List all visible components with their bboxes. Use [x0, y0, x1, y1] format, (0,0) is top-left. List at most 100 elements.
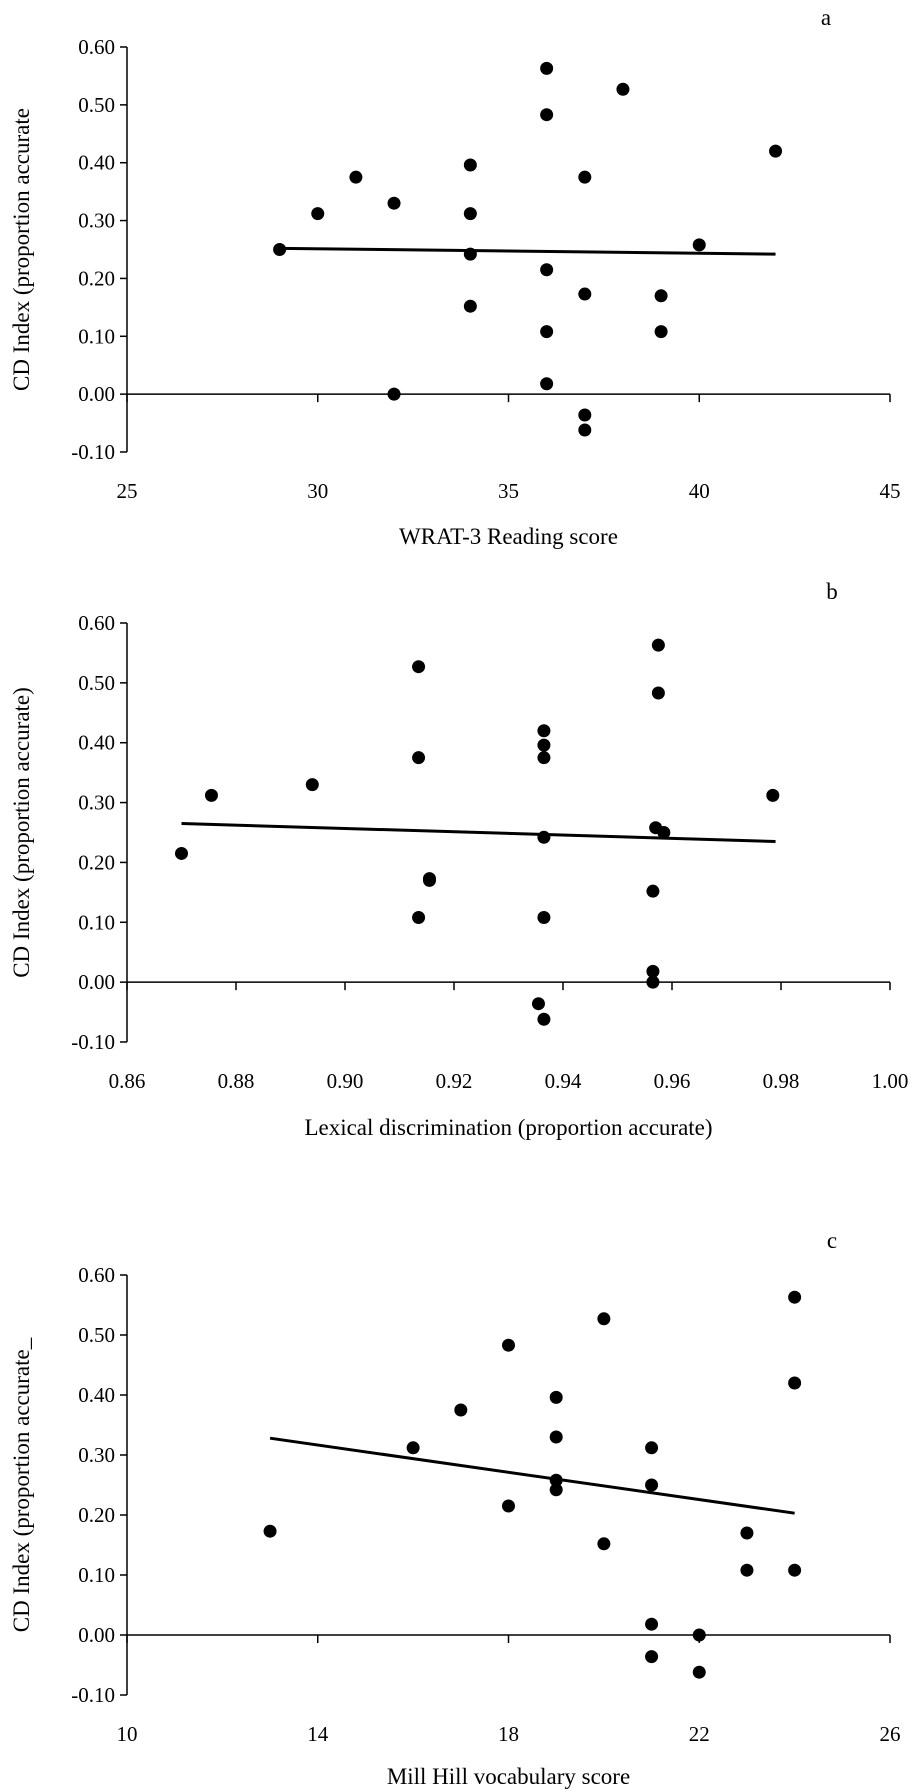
data-point — [788, 1376, 802, 1390]
x-tick-label: 14 — [307, 1722, 329, 1746]
data-point — [578, 423, 592, 437]
data-point — [788, 1290, 802, 1304]
data-point — [788, 1563, 802, 1577]
data-point — [654, 325, 668, 339]
y-tick-label: 0.30 — [78, 209, 115, 233]
y-tick-label: 0.50 — [78, 1323, 115, 1347]
y-tick-label: 0.50 — [78, 93, 115, 117]
data-point — [657, 826, 671, 839]
data-point — [422, 873, 436, 887]
trend-line — [269, 1436, 795, 1515]
chart-panel-a: -0.10 0.00 0.10 0.20 0.30 0.40 0.50 0.60 25 30 35 4… — [9, 5, 901, 549]
data-point — [654, 289, 668, 303]
data-point — [463, 299, 477, 313]
x-tick-label: 0.96 — [654, 1069, 691, 1093]
data-point — [616, 82, 630, 96]
x-tick-label: 0.90 — [327, 1069, 364, 1093]
data-point — [387, 196, 401, 210]
data-point — [645, 1650, 659, 1664]
data-point — [597, 1537, 611, 1551]
y-tick-label: 0.30 — [78, 1443, 115, 1467]
x-tick-label: 0.92 — [436, 1069, 473, 1093]
data-point — [502, 1499, 515, 1513]
y-tick-label: 0.60 — [78, 611, 115, 635]
data-point — [549, 1473, 563, 1487]
data-point — [406, 1441, 420, 1455]
data-point — [412, 751, 426, 765]
data-point — [387, 387, 401, 401]
panel-letter: c — [827, 1228, 837, 1253]
y-tick-label: 0.00 — [78, 970, 115, 994]
x-tick-label: 1.00 — [872, 1069, 909, 1093]
data-point — [537, 724, 551, 738]
data-point — [463, 247, 477, 261]
y-tick-label: 0.30 — [78, 791, 115, 815]
data-point — [537, 830, 551, 844]
data-point — [412, 910, 426, 924]
data-point — [692, 238, 706, 252]
y-tick-label: 0.00 — [78, 382, 115, 406]
data-point — [646, 975, 660, 989]
data-point — [349, 170, 363, 184]
x-tick-label: 26 — [880, 1722, 901, 1746]
data-point — [646, 964, 660, 978]
data-point — [651, 686, 665, 700]
x-tick-label: 25 — [117, 479, 138, 503]
y-tick-label: 0.10 — [78, 910, 115, 934]
data-point — [549, 1483, 563, 1497]
y-tick-label: 0.60 — [78, 1263, 115, 1287]
x-tick-label: 0.88 — [218, 1069, 255, 1093]
data-point — [766, 788, 780, 802]
data-point — [540, 61, 554, 75]
data-point — [502, 1338, 515, 1352]
data-point — [412, 660, 426, 674]
y-tick-label: 0.60 — [78, 35, 115, 59]
x-tick-label: 45 — [880, 479, 901, 503]
y-tick-label: 0.10 — [78, 324, 115, 348]
x-tick-label: 10 — [117, 1722, 138, 1746]
y-tick-label: 0.20 — [78, 850, 115, 874]
y-axis-title: CD Index (proportion accurate_ — [9, 1337, 34, 1632]
x-tick-label: 40 — [689, 479, 710, 503]
y-tick-label: 0.20 — [78, 266, 115, 290]
data-point — [597, 1312, 611, 1326]
data-point — [537, 738, 551, 752]
data-point — [540, 263, 554, 277]
data-point — [578, 287, 592, 301]
y-tick-label: -0.10 — [71, 1683, 115, 1707]
y-tick-label: -0.10 — [71, 1030, 115, 1054]
y-axis-title: CD Index (proportion accurate) — [9, 687, 34, 978]
y-tick-label: 0.50 — [78, 671, 115, 695]
y-tick-label: 0.40 — [78, 1383, 115, 1407]
data-point — [740, 1526, 754, 1540]
x-axis-title: Lexical discrimination (proportion accur… — [304, 1115, 712, 1140]
data-point — [646, 884, 660, 898]
data-point — [645, 1441, 659, 1455]
data-point — [549, 1430, 563, 1444]
y-tick-label: -0.10 — [71, 440, 115, 464]
data-point — [578, 408, 592, 422]
y-tick-label: 0.40 — [78, 151, 115, 175]
data-point — [204, 788, 218, 802]
data-point — [531, 997, 545, 1011]
data-point — [645, 1478, 659, 1492]
chart-panel-c: -0.10 0.00 0.10 0.20 0.30 0.40 0.50 0.60 10 14 18 2… — [9, 1228, 901, 1789]
data-point — [463, 158, 477, 172]
trend-line — [279, 246, 776, 256]
data-point — [175, 846, 188, 860]
data-point — [692, 1628, 706, 1642]
data-point — [311, 207, 325, 221]
data-point — [540, 325, 554, 339]
data-point — [769, 144, 783, 158]
data-point — [540, 377, 554, 391]
x-tick-label: 0.94 — [545, 1069, 582, 1093]
data-point — [263, 1524, 277, 1538]
data-point — [537, 910, 551, 924]
data-point — [463, 207, 477, 221]
x-tick-label: 18 — [498, 1722, 519, 1746]
data-point — [549, 1390, 563, 1404]
data-point — [305, 778, 319, 792]
data-point — [645, 1617, 659, 1631]
data-point — [692, 1665, 706, 1679]
